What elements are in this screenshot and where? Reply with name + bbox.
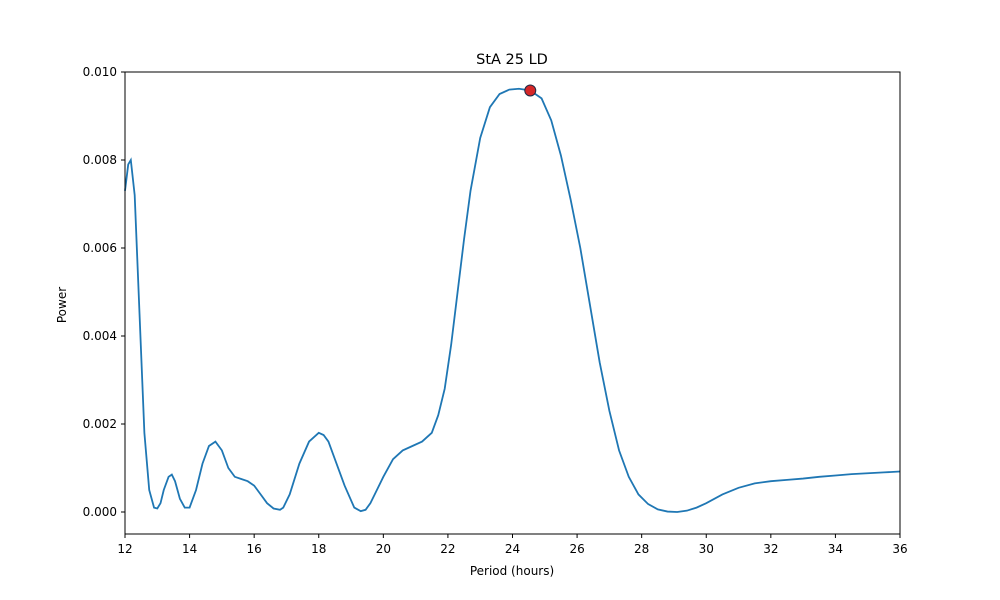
chart-title: StA 25 LD <box>476 52 548 68</box>
series-line <box>124 87 901 513</box>
x-tick-label: 32 <box>763 542 778 556</box>
y-axis: 0.000 0.002 0.004 0.006 0.008 0.010 <box>83 65 125 519</box>
y-axis-label: Power <box>55 287 69 323</box>
annotation-layer <box>524 84 537 97</box>
x-axis-label: Period (hours) <box>470 564 554 578</box>
y-tick-label: 0.008 <box>83 153 117 167</box>
x-tick-label: 12 <box>117 542 132 556</box>
x-tick-label: 24 <box>505 542 520 556</box>
x-tick-label: 16 <box>247 542 262 556</box>
x-tick-label: 14 <box>182 542 197 556</box>
x-tick-label: 36 <box>892 542 907 556</box>
axes-frame <box>124 71 901 535</box>
x-tick-label: 22 <box>440 542 455 556</box>
y-tick-label: 0.006 <box>83 241 117 255</box>
x-axis: 12 14 16 18 20 22 24 26 28 30 32 34 36 <box>117 534 908 556</box>
x-tick-label: 18 <box>311 542 326 556</box>
peak-marker <box>524 84 537 97</box>
x-tick-label: 34 <box>828 542 843 556</box>
y-tick-label: 0.004 <box>83 329 117 343</box>
y-tick-label: 0.002 <box>83 417 117 431</box>
plot-area <box>124 71 901 535</box>
x-tick-label: 26 <box>569 542 584 556</box>
x-tick-label: 28 <box>634 542 649 556</box>
y-tick-label: 0.000 <box>83 505 117 519</box>
x-tick-label: 20 <box>376 542 391 556</box>
x-tick-label: 30 <box>699 542 714 556</box>
y-tick-label: 0.010 <box>83 65 117 79</box>
